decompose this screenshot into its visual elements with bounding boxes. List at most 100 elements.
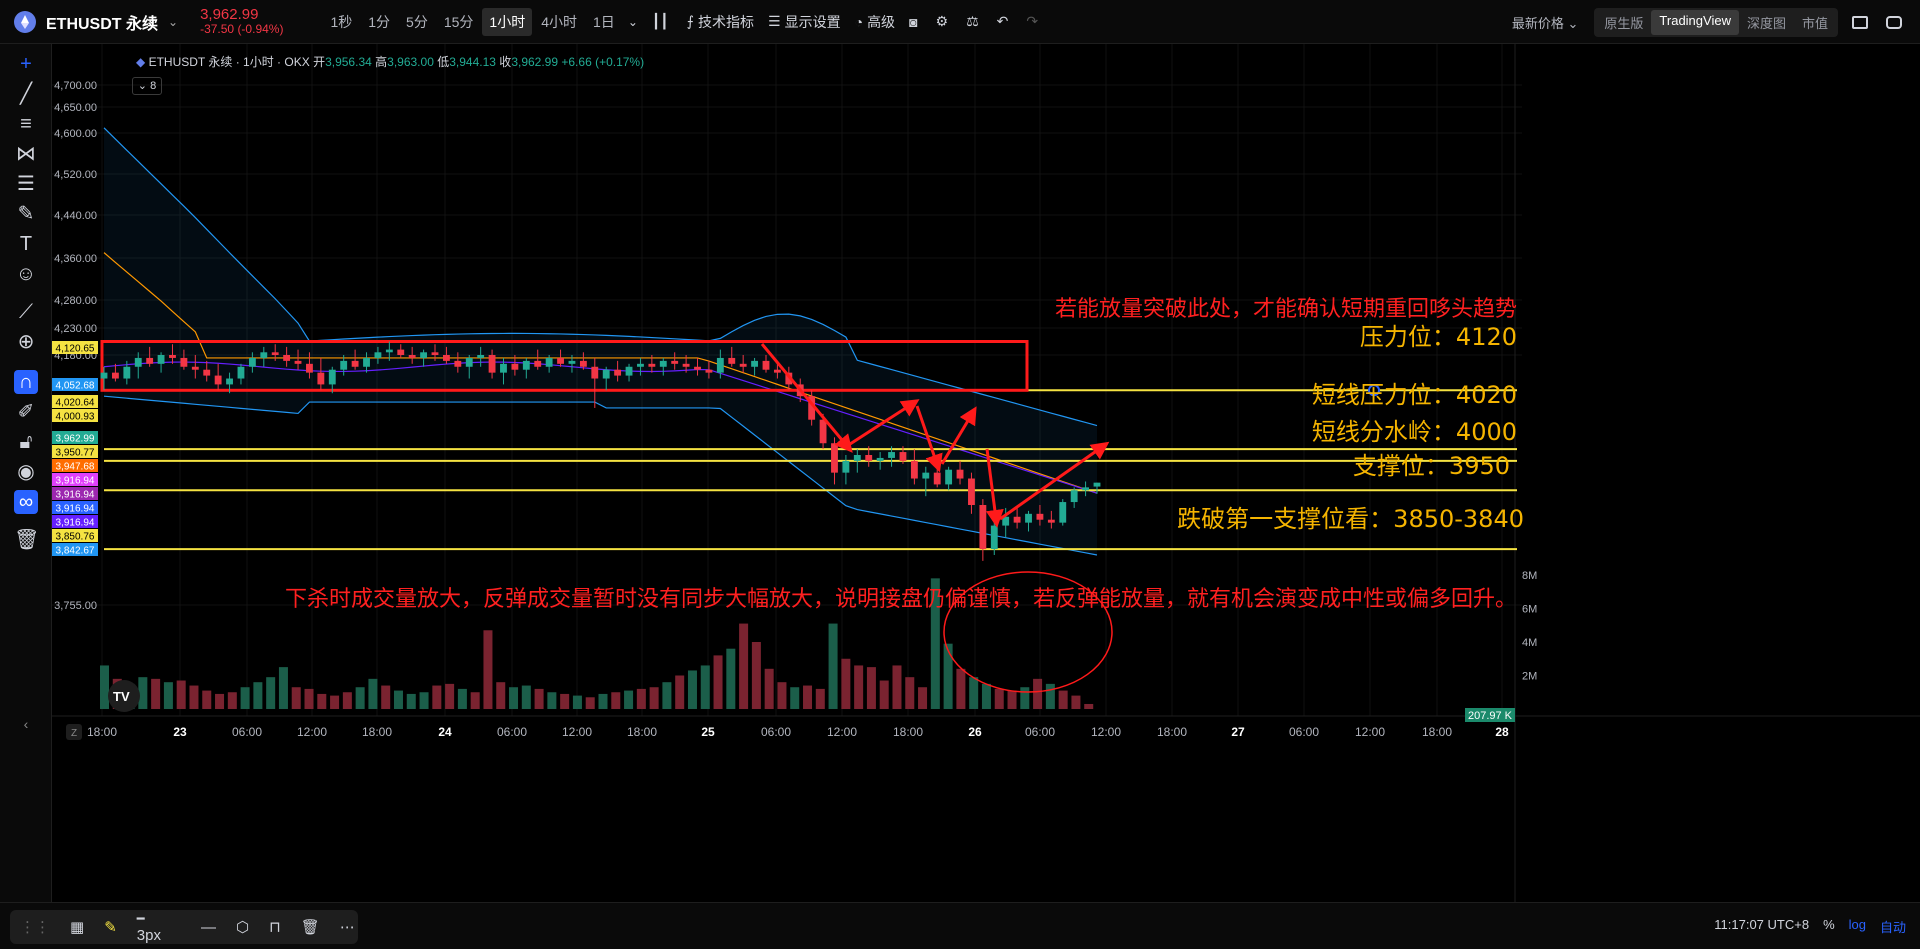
- view-3[interactable]: 市值: [1801, 15, 1828, 31]
- volume-bar-70: [994, 688, 1004, 709]
- timeframe-5[interactable]: 4小时: [541, 13, 578, 30]
- volume-bar-23: [393, 690, 403, 709]
- drag-handle-icon[interactable]: ⋮⋮: [20, 919, 50, 936]
- delete-icon[interactable]: 🗑︎: [300, 919, 320, 936]
- volume-bar-7: [189, 685, 199, 709]
- pen-icon[interactable]: ✎: [104, 919, 117, 936]
- volume-bar-63: [905, 677, 915, 709]
- magnet-icon[interactable]: ∩: [14, 370, 38, 394]
- auto-toggle[interactable]: 自动: [1879, 920, 1906, 935]
- line-style-icon[interactable]: —: [200, 918, 216, 936]
- redo-button[interactable]: ↷: [1026, 13, 1042, 30]
- candle-37: [522, 357, 530, 379]
- candle-41: [568, 355, 576, 373]
- crosshair-icon[interactable]: +: [20, 53, 32, 75]
- window-icon[interactable]: [1886, 15, 1902, 29]
- advanced-button[interactable]: ◔ 高级: [855, 12, 895, 32]
- ruler-icon[interactable]: ⟋: [19, 301, 33, 323]
- timeframe-6[interactable]: 1日: [593, 13, 615, 30]
- candle-74: [945, 466, 953, 491]
- candle-76: [968, 472, 975, 514]
- lock-icon[interactable]: 🔓︎: [19, 431, 33, 453]
- trendline-icon[interactable]: ╱: [19, 83, 33, 105]
- snapshot-button[interactable]: ◙: [909, 14, 921, 30]
- volume-bar-50: [739, 623, 749, 709]
- parallel-lines-icon[interactable]: ≡: [20, 113, 32, 135]
- candle-body-18: [306, 363, 313, 373]
- candle-29: [431, 344, 439, 361]
- candle-0: [100, 366, 108, 391]
- y-tick-label-2: 4,600.00: [54, 128, 97, 140]
- percent-toggle[interactable]: %: [1823, 917, 1835, 932]
- timeframe-dropdown-icon[interactable]: ⌄: [627, 14, 638, 29]
- volume-bar-68: [969, 677, 979, 709]
- brush-icon[interactable]: ✎: [17, 203, 35, 225]
- timeframe-1[interactable]: 1分: [368, 13, 391, 30]
- price-chart[interactable]: 8M 6M 4M 2M TV 4,700.00 4,650.00 4,600.00 4,520.…: [52, 44, 1920, 902]
- candle-31: [454, 352, 462, 373]
- bollinger-lower: [103, 395, 1098, 556]
- candle-body-77: [979, 505, 987, 550]
- candle-body-14: [260, 352, 268, 358]
- candle-66: [853, 449, 861, 473]
- timeframe-0[interactable]: 1秒: [330, 13, 353, 30]
- view-1[interactable]: TradingView: [1651, 9, 1739, 35]
- candle-body-35: [500, 363, 507, 373]
- x-tick-label-1: 23: [173, 725, 187, 739]
- volume-bar-45: [675, 675, 685, 709]
- y-tick-label-9: 3,755.00: [54, 600, 97, 612]
- log-toggle[interactable]: log: [1848, 917, 1866, 932]
- lock-drawing-icon[interactable]: ✐: [17, 401, 35, 423]
- text-icon[interactable]: T: [19, 233, 33, 255]
- view-2[interactable]: 深度图: [1746, 15, 1786, 31]
- volume-tick-3: 2M: [1522, 671, 1537, 683]
- volume-bar-74: [1045, 683, 1055, 709]
- layout-icon[interactable]: ▦: [70, 919, 85, 936]
- chart-tools: ┃┃ ⨍ 技术指标 ☰ 显示设置 ◔ 高级 ◙ ⚙ ⚖ ↶ ↷: [652, 12, 1056, 32]
- zoom-icon[interactable]: ⊕: [17, 331, 35, 353]
- fullscreen-icon[interactable]: [1852, 15, 1868, 29]
- x-tick-label-14: 06:00: [1025, 725, 1055, 739]
- volume-bar-49: [726, 648, 736, 709]
- volume-bar-48: [713, 655, 723, 709]
- candle-body-12: [237, 366, 245, 379]
- candle-83: [1047, 510, 1055, 529]
- undo-button[interactable]: ↶: [997, 13, 1013, 30]
- candle-36: [511, 355, 519, 376]
- indicators-button[interactable]: ⨍ 技术指标: [687, 12, 754, 32]
- chevron-down-icon[interactable]: ⌄: [168, 14, 179, 29]
- chart-area[interactable]: 8M 6M 4M 2M TV 4,700.00 4,650.00 4,600.00 4,520.…: [52, 44, 1920, 902]
- volume-bar-11: [240, 687, 250, 709]
- last-price-selector[interactable]: 最新价格 ⌄: [1511, 15, 1579, 31]
- pattern-icon[interactable]: ⋈: [16, 143, 36, 165]
- lock-small-icon[interactable]: ⊓: [269, 919, 281, 936]
- view-0[interactable]: 原生版: [1604, 15, 1644, 31]
- candle-62: [808, 390, 816, 426]
- chart-type-button[interactable]: ┃┃: [652, 13, 673, 30]
- line-width-button[interactable]: ━ 3px: [136, 910, 161, 944]
- more-icon[interactable]: ⋯: [339, 919, 355, 936]
- timeframe-4[interactable]: 1小时: [482, 7, 533, 36]
- display-settings-button[interactable]: ☰ 显示设置: [768, 12, 841, 32]
- compare-button[interactable]: ⚖: [966, 13, 983, 30]
- emoji-icon[interactable]: ☺: [15, 263, 37, 285]
- annotation-volume-note: 下杀时成交量放大，反弹成交量暂时没有同步大幅放大，说明接盘仍偏谨慎，若反弹能放量…: [285, 587, 1517, 612]
- symbol-name[interactable]: ETHUSDT 永续: [46, 15, 159, 33]
- timeframe-2[interactable]: 5分: [406, 13, 428, 30]
- fib-icon[interactable]: ☰: [17, 173, 35, 195]
- candle-8: [191, 355, 199, 379]
- eye-icon[interactable]: ◉: [17, 461, 35, 483]
- link-icon[interactable]: ∞: [14, 490, 38, 514]
- price-tag-7: 3,916.94: [56, 476, 95, 487]
- volume-bar-69: [981, 683, 991, 709]
- trash-icon[interactable]: 🗑︎: [14, 529, 40, 551]
- z-button: [66, 724, 82, 740]
- collapse-icon[interactable]: ‹: [23, 716, 29, 732]
- candle-12: [237, 363, 245, 385]
- hexagon-icon[interactable]: ⬡: [235, 919, 250, 936]
- candle-body-28: [420, 352, 428, 358]
- volume-bar-18: [330, 695, 340, 709]
- indicator-count-badge[interactable]: ⌄ 8: [132, 77, 162, 95]
- timeframe-3[interactable]: 15分: [443, 13, 474, 30]
- settings-button[interactable]: ⚙: [936, 13, 953, 30]
